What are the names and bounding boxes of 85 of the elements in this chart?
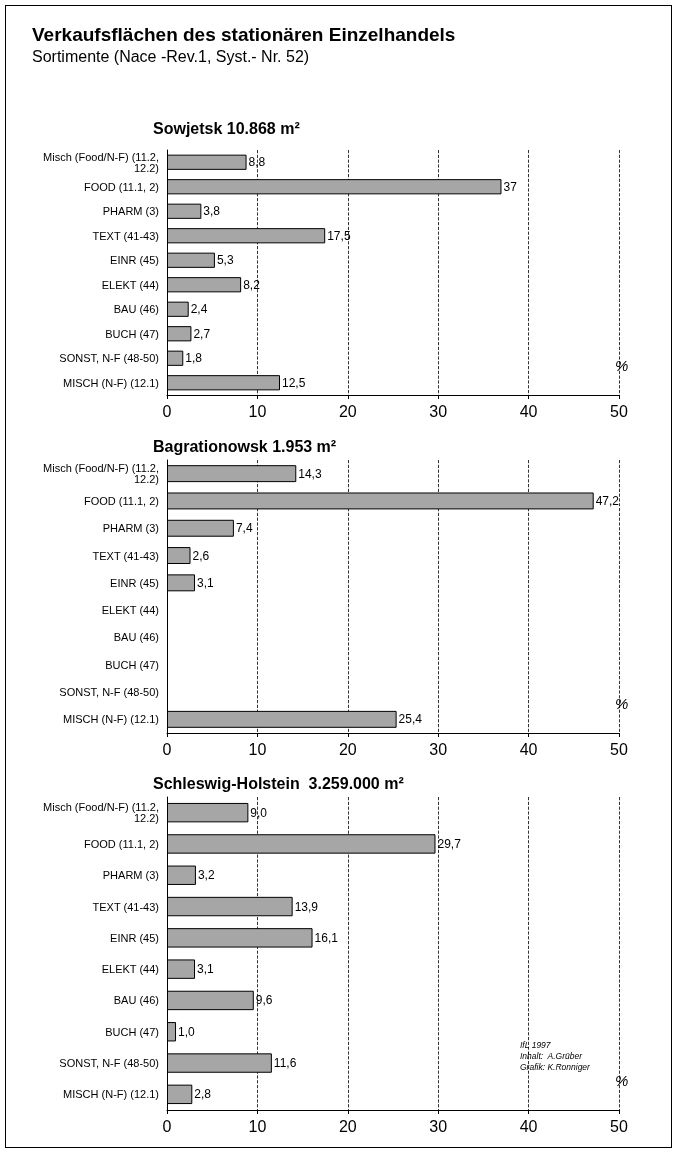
x-tick-label: 40 xyxy=(519,1117,538,1135)
y-tick-label: Misch (Food/N-F) (11.2,12.2) xyxy=(43,801,159,825)
x-tick-label: 30 xyxy=(429,402,448,420)
y-tick-label: SONST, N-F (48-50) xyxy=(59,1057,159,1070)
x-tick-label: 0 xyxy=(162,1117,172,1135)
data-label: 7,4 xyxy=(235,521,253,536)
y-tick-label: Misch (Food/N-F) (11.2,12.2) xyxy=(43,150,159,174)
annotation: Inhalt: A.Grüber xyxy=(520,1050,584,1061)
x-axis-title: % xyxy=(615,1072,629,1089)
y-tick-label: MISCH (N-F) (12.1) xyxy=(63,376,159,389)
data-label: 11,6 xyxy=(273,1056,297,1071)
y-tick-label: ELEKT (44) xyxy=(101,604,159,617)
x-tick-label: 50 xyxy=(610,402,628,420)
data-label: 1,0 xyxy=(178,1024,196,1039)
x-tick-label: 0 xyxy=(162,740,172,758)
annotation: IfL 1997 xyxy=(520,1039,551,1050)
x-tick-label: 50 xyxy=(610,1117,628,1135)
data-label: 9,6 xyxy=(255,993,273,1008)
x-tick-label: 30 xyxy=(429,1117,448,1135)
y-tick-label: MISCH (N-F) (12.1) xyxy=(63,713,159,726)
chart-title: Bagrationowsk 1.953 m² xyxy=(153,437,337,455)
x-tick-label: 20 xyxy=(338,1117,357,1135)
x-tick-label: 10 xyxy=(248,1117,267,1135)
y-tick-label: EINR (45) xyxy=(110,576,159,589)
text: Verkaufsflächen des stationären Einzelhandels xyxy=(32,24,456,45)
y-tick-label: FOOD (11.1, 2) xyxy=(84,494,159,507)
y-tick-label: PHARM (3) xyxy=(102,522,159,535)
data-label: 3,1 xyxy=(197,575,215,590)
x-tick-label: 50 xyxy=(610,740,628,758)
x-axis-title: % xyxy=(615,695,629,712)
data-label: 3,1 xyxy=(197,962,215,977)
x-tick-label: 40 xyxy=(519,402,538,420)
data-label: 14,3 xyxy=(298,466,322,481)
data-label: 2,4 xyxy=(190,302,208,317)
data-label: 3,2 xyxy=(197,868,215,883)
y-tick-label: PHARM (3) xyxy=(102,205,159,218)
data-label: 37 xyxy=(503,179,518,194)
y-tick-label: TEXT (41-43) xyxy=(92,229,159,242)
x-tick-label: 10 xyxy=(248,402,267,420)
y-tick-label: BUCH (47) xyxy=(105,658,159,671)
data-label: 8,2 xyxy=(243,277,261,292)
y-tick-label: SONST, N-F (48-50) xyxy=(59,686,159,699)
x-tick-label: 20 xyxy=(338,740,357,758)
data-label: 16,1 xyxy=(314,930,339,945)
y-tick-label: FOOD (11.1, 2) xyxy=(84,837,159,850)
x-tick-label: 30 xyxy=(429,740,448,758)
y-tick-label: FOOD (11.1, 2) xyxy=(84,180,159,193)
y-tick-label: BAU (46) xyxy=(113,994,159,1007)
data-label: 12,5 xyxy=(282,375,306,390)
y-tick-label: TEXT (41-43) xyxy=(92,900,159,913)
y-tick-label: BUCH (47) xyxy=(105,1025,159,1038)
data-label: 9,0 xyxy=(250,805,268,820)
y-tick-label: TEXT (41-43) xyxy=(92,549,159,562)
y-tick-label: ELEKT (44) xyxy=(101,278,159,291)
data-label: 17,5 xyxy=(327,228,351,243)
y-tick-label: BUCH (47) xyxy=(105,327,159,340)
chart-title: Sowjetsk 10.868 m² xyxy=(153,119,300,137)
data-label: 47,2 xyxy=(595,493,620,508)
data-label: 13,9 xyxy=(294,899,319,914)
x-tick-label: 0 xyxy=(162,402,172,420)
y-tick-label: EINR (45) xyxy=(110,931,159,944)
y-tick-label: MISCH (N-F) (12.1) xyxy=(63,1088,159,1101)
y-tick-label: Misch (Food/N-F) (11.2,12.2) xyxy=(43,462,159,486)
data-label: 5,3 xyxy=(216,253,234,268)
y-tick-label: BAU (46) xyxy=(113,303,159,316)
x-tick-label: 10 xyxy=(248,740,267,758)
y-tick-label: BAU (46) xyxy=(113,631,159,644)
data-label: 25,4 xyxy=(398,712,423,727)
y-tick-label: EINR (45) xyxy=(110,254,159,267)
y-tick-label: SONST, N-F (48-50) xyxy=(59,352,159,365)
y-tick-label: ELEKT (44) xyxy=(101,963,159,976)
data-label: 8,8 xyxy=(248,155,266,170)
data-label: 2,6 xyxy=(192,548,210,563)
y-tick-label: PHARM (3) xyxy=(102,869,159,882)
data-label: 2,7 xyxy=(193,326,211,341)
data-label: 2,8 xyxy=(194,1087,212,1102)
data-label: 3,8 xyxy=(203,204,221,219)
text: Sortimente (Nace -Rev.1, Syst.- Nr. 52) xyxy=(32,47,310,65)
chart-title: Schleswig-Holstein 3.259.000 m² xyxy=(153,774,404,792)
x-axis-title: % xyxy=(615,357,629,374)
data-label: 29,7 xyxy=(437,836,462,851)
x-tick-label: 40 xyxy=(519,740,538,758)
x-tick-label: 20 xyxy=(338,402,357,420)
annotation: Grafik: K.Ronniger xyxy=(520,1061,592,1072)
data-label: 1,8 xyxy=(185,351,203,366)
